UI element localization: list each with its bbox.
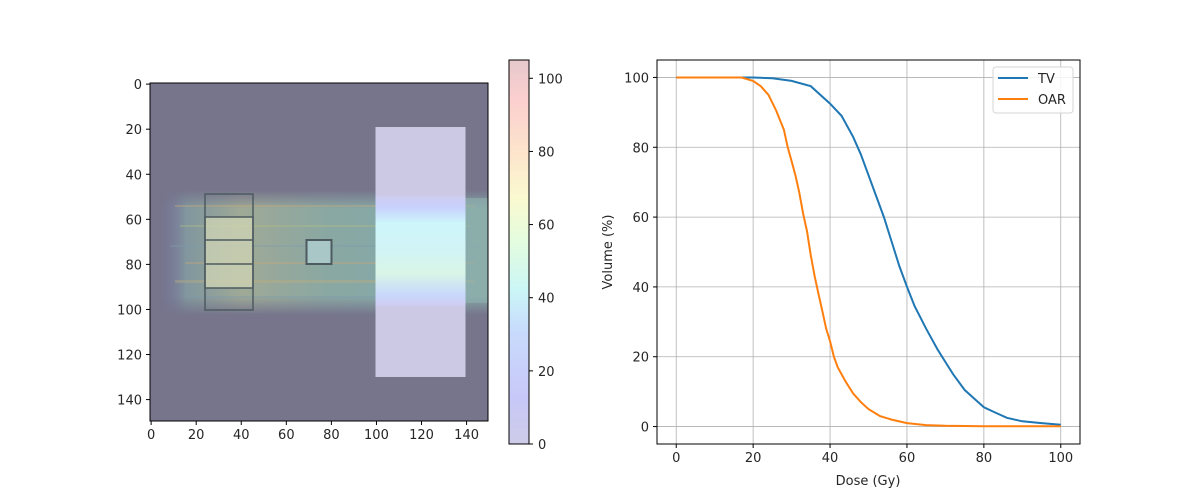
- x-tick-label: 120: [409, 428, 434, 443]
- y-axis-label: Volume (%): [601, 215, 616, 290]
- image-axes-frame: [149, 82, 489, 422]
- y-tick-label: 80: [632, 141, 649, 156]
- colorbar-ticks: 0 20 40 60 80 100: [529, 72, 563, 453]
- y-tick-label: 80: [125, 258, 142, 273]
- x-tick-label: 40: [233, 428, 250, 443]
- grid-lines: [657, 60, 1080, 444]
- bright-band-overlap: [375, 196, 466, 306]
- x-tick-label: 140: [454, 428, 479, 443]
- y-tick-label: 100: [117, 303, 142, 318]
- legend-tv-label: TV: [1037, 72, 1055, 87]
- image-x-ticks: 0 20 40 60 80 100 120 140: [147, 421, 479, 443]
- colorbar-tick-label: 100: [538, 72, 563, 87]
- x-axis-label: Dose (Gy): [836, 474, 901, 489]
- dvh-chart-panel: 0 20 40 60 80 100 0 20 40 60 80 100 Dose (Gy) Volu…: [601, 59, 1081, 489]
- dvh-y-ticks: 0 20 40 60 80 100: [624, 71, 657, 436]
- structure-inner-box: [204, 216, 254, 289]
- y-tick-label: 20: [632, 351, 649, 366]
- x-tick-label: 100: [1048, 451, 1073, 466]
- colorbar-tick-label: 20: [538, 365, 555, 380]
- x-tick-label: 20: [188, 428, 205, 443]
- y-tick-label: 40: [125, 168, 142, 183]
- colorbar-tick-label: 60: [538, 219, 555, 234]
- colorbar-tick-label: 0: [538, 438, 546, 453]
- y-tick-label: 100: [624, 71, 649, 86]
- x-tick-label: 100: [364, 428, 389, 443]
- legend-oar-label: OAR: [1038, 93, 1066, 108]
- colorbar-gradient: [508, 59, 530, 445]
- x-tick-label: 0: [147, 428, 155, 443]
- y-tick-label: 120: [117, 349, 142, 364]
- x-tick-label: 80: [976, 451, 993, 466]
- x-tick-label: 20: [745, 451, 762, 466]
- colorbar: 0 20 40 60 80 100: [508, 59, 563, 453]
- y-tick-label: 0: [134, 78, 142, 93]
- y-tick-label: 60: [632, 211, 649, 226]
- structure-outer-box: [204, 193, 254, 311]
- oar-curve: [676, 76, 1061, 428]
- colorbar-tick-label: 40: [538, 292, 555, 307]
- y-tick-label: 0: [641, 421, 649, 436]
- image-y-ticks: 0 20 40 60 80 100 120 140: [117, 78, 150, 409]
- y-tick-label: 20: [125, 123, 142, 138]
- y-tick-label: 140: [117, 394, 142, 409]
- dvh-x-ticks: 0 20 40 60 80 100: [672, 444, 1073, 466]
- dose-image-panel: 0 20 40 60 80 100 120 140 0 20 40 60 80 100 120 140: [117, 78, 489, 443]
- x-tick-label: 80: [323, 428, 340, 443]
- dvh-axes-frame: [656, 59, 1081, 445]
- x-tick-label: 60: [899, 451, 916, 466]
- structure-small-box: [305, 239, 333, 265]
- tv-curve: [676, 76, 1061, 426]
- colorbar-tick-label: 80: [538, 145, 555, 160]
- y-tick-label: 40: [632, 281, 649, 296]
- x-tick-label: 40: [822, 451, 839, 466]
- y-tick-label: 60: [125, 213, 142, 228]
- legend: TV OAR: [992, 66, 1074, 114]
- x-tick-label: 60: [278, 428, 295, 443]
- x-tick-label: 0: [672, 451, 680, 466]
